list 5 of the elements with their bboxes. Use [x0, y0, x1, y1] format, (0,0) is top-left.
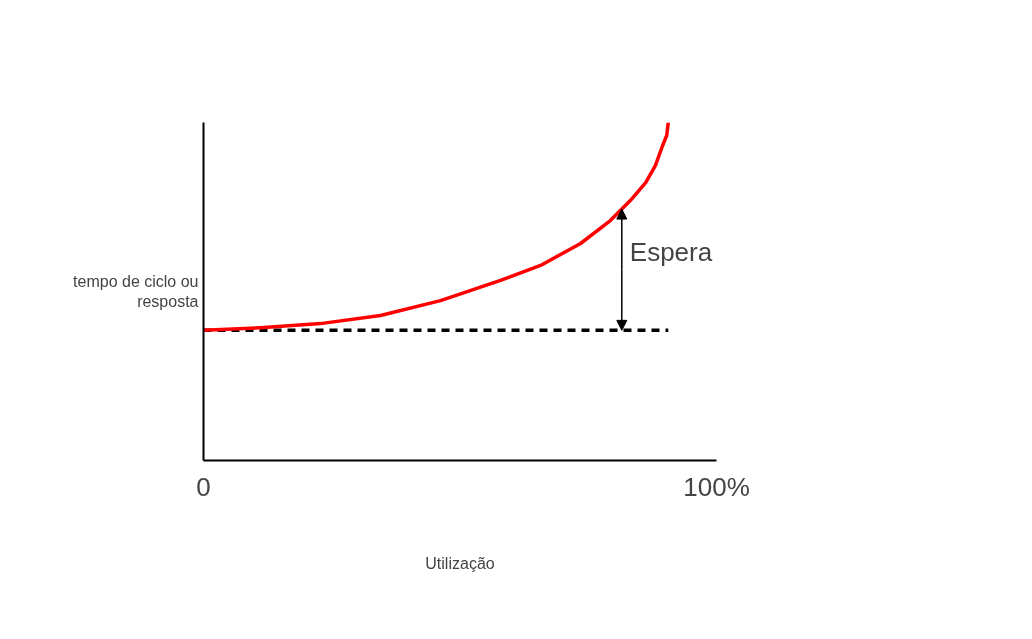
x-tick-label: 100%: [683, 471, 750, 502]
x-tick-label: 0: [196, 471, 211, 502]
x-axis-title: Utilização: [425, 554, 495, 572]
y-axis-title: tempo de ciclo ou resposta: [73, 272, 199, 311]
annotation: Espera: [629, 236, 713, 267]
